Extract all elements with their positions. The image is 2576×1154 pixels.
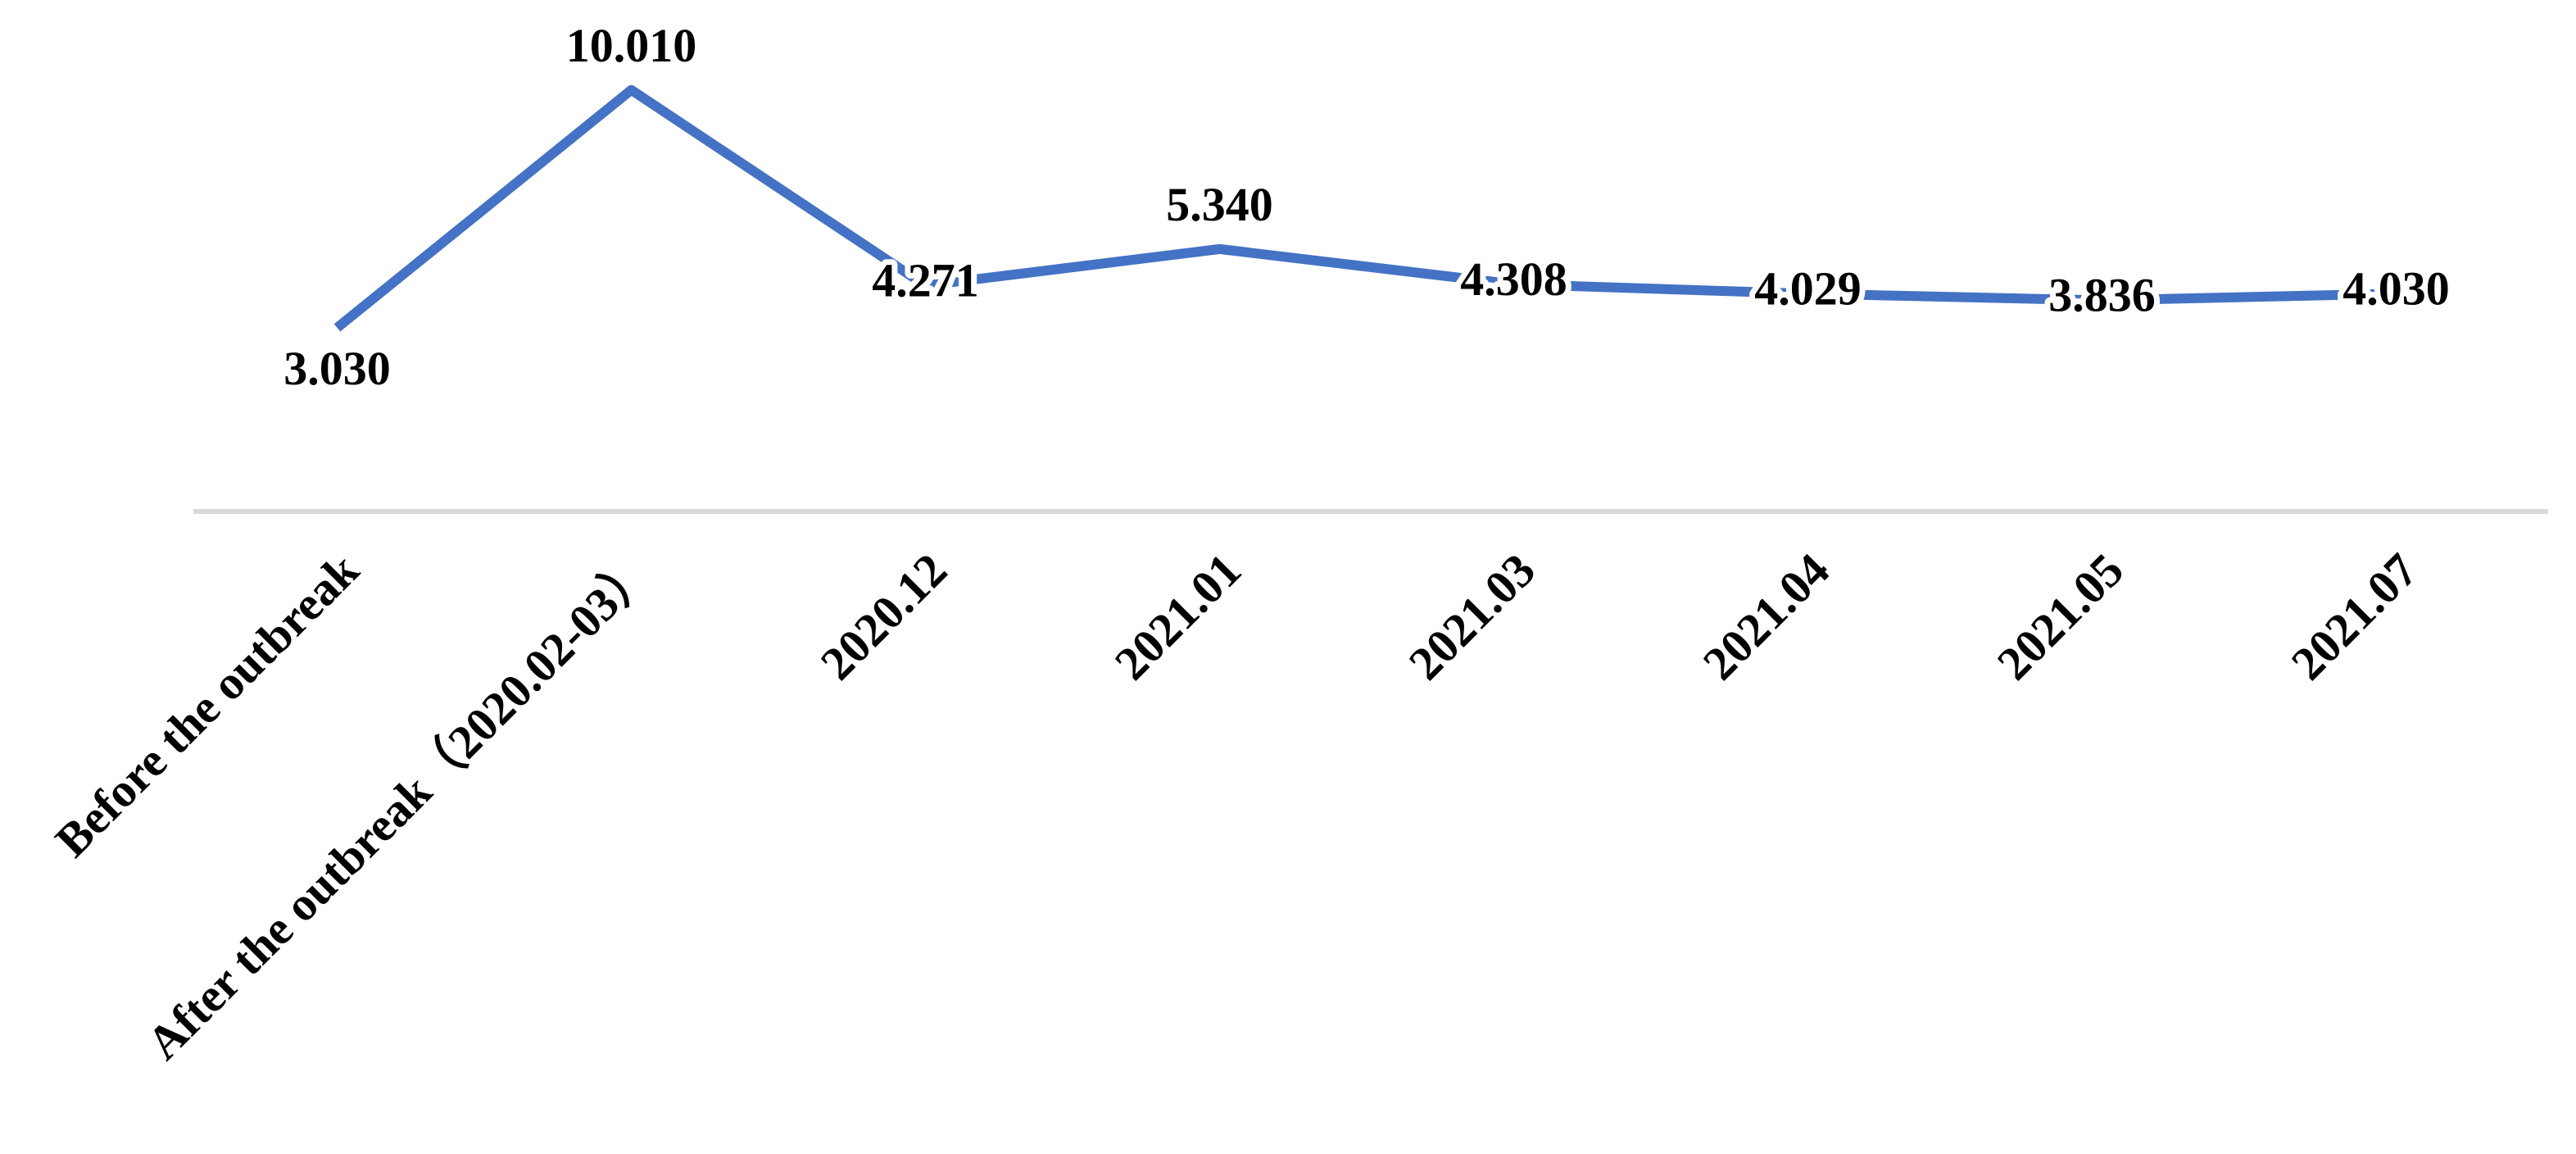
x-tick-label: 2021.03 bbox=[1399, 543, 1545, 690]
line bbox=[333, 84, 2397, 332]
data-label: 4.029 bbox=[1754, 262, 1862, 316]
x-tick-label: 2020.12 bbox=[810, 543, 957, 690]
data-label: 10.010 bbox=[566, 19, 697, 72]
x-tick-label: 2021.05 bbox=[1987, 543, 2134, 690]
data-label: 5.340 bbox=[1166, 178, 1273, 231]
data-label: 4.308 bbox=[1460, 252, 1567, 306]
x-tick-label: 2021.04 bbox=[1693, 543, 1839, 690]
x-tick-label: 2021.01 bbox=[1104, 543, 1251, 690]
data-label: 3.030 bbox=[283, 342, 391, 395]
x-tick-label: 2021.07 bbox=[2281, 543, 2428, 690]
x-tick-label: Before the outbreak bbox=[45, 543, 370, 867]
data-label: 4.030 bbox=[2342, 262, 2450, 316]
data-label: 4.271 bbox=[872, 254, 979, 307]
data-label: 3.836 bbox=[2048, 269, 2156, 322]
x-tick-label: After the outbreak（2020.02-03） bbox=[137, 543, 663, 1070]
